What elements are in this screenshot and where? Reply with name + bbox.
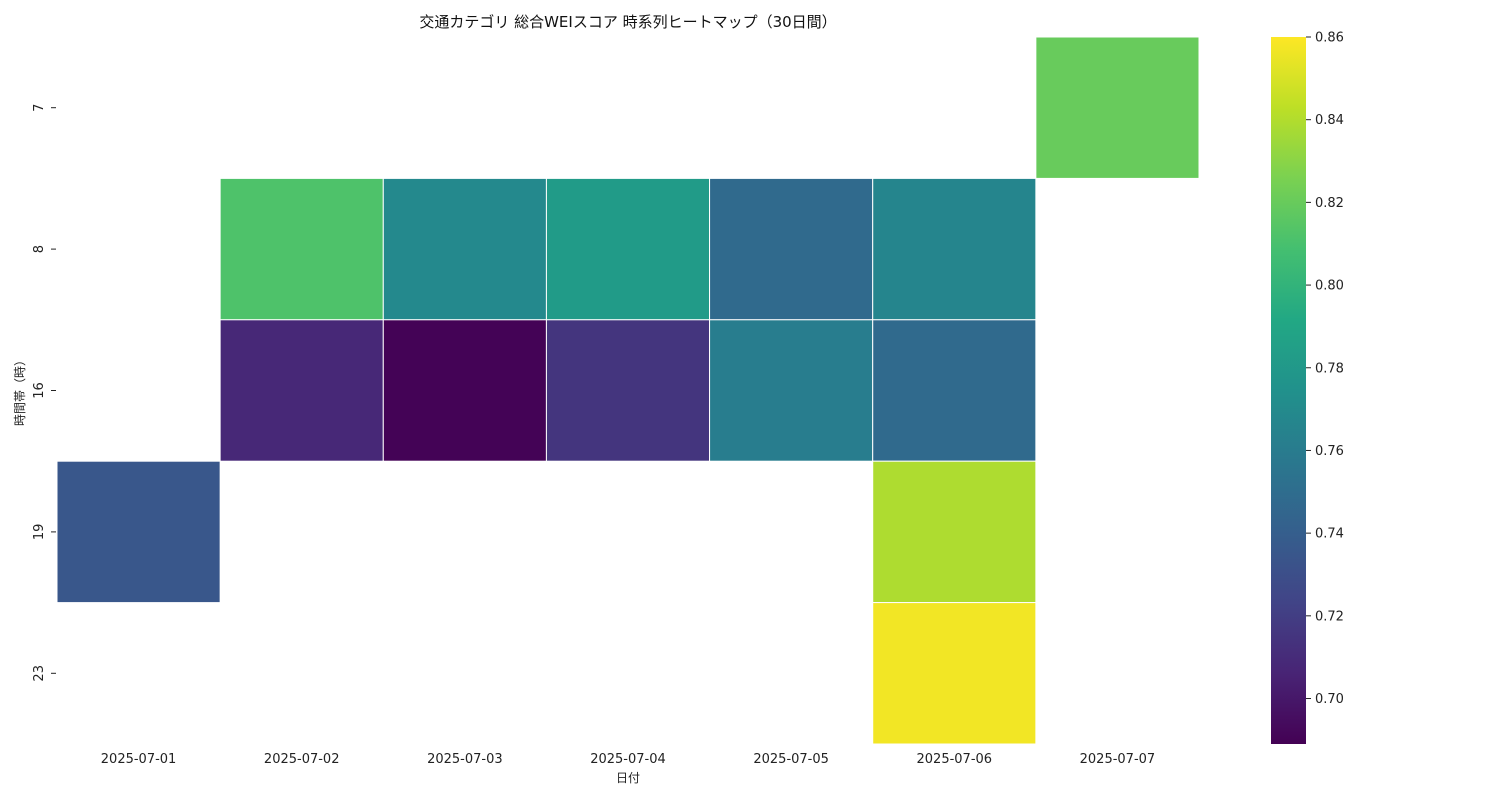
colorbar [1271, 37, 1306, 744]
heatmap-cell-19-2025-07-01 [56, 460, 221, 604]
y-tick-label: 23 [32, 665, 47, 682]
chart-title: 交通カテゴリ 総合WEIスコア 時系列ヒートマップ（30日間） [419, 13, 836, 31]
heatmap-cell-8-2025-07-05 [709, 177, 874, 321]
heatmap-cell-7-2025-07-07 [1035, 36, 1200, 179]
colorbar-tick-label: 0.70 [1315, 692, 1344, 707]
heatmap-cells [56, 36, 1200, 745]
heatmap-cell-8-2025-07-04 [545, 177, 711, 321]
heatmap-cell-19-2025-07-06 [872, 460, 1037, 604]
y-tick-label: 7 [32, 104, 47, 112]
heatmap-cell-16-2025-07-04 [545, 319, 711, 462]
heatmap-cell-8-2025-07-06 [872, 177, 1037, 321]
heatmap-cell-16-2025-07-02 [219, 319, 384, 462]
x-tick-label: 2025-07-04 [590, 752, 666, 767]
x-tick-label: 2025-07-03 [427, 752, 503, 767]
heatmap-cell-16-2025-07-03 [382, 319, 547, 462]
heatmap-cell-8-2025-07-02 [219, 177, 384, 321]
y-tick-label: 19 [32, 524, 47, 541]
heatmap-cell-23-2025-07-06 [872, 602, 1037, 745]
y-axis-ticks: 7 8 16 19 23 [32, 104, 56, 682]
colorbar-tick-label: 0.72 [1315, 609, 1344, 624]
x-tick-label: 2025-07-02 [264, 752, 340, 767]
y-axis-label: 時間帯（時） [13, 354, 27, 426]
heatmap-cell-8-2025-07-03 [382, 177, 547, 321]
colorbar-tick-label: 0.80 [1315, 279, 1344, 294]
colorbar-ticks: 0.70 0.72 0.74 0.76 0.78 0.80 0.82 0.84 0.86 [1306, 31, 1344, 707]
x-tick-label: 2025-07-07 [1080, 752, 1156, 767]
y-tick-label: 8 [32, 245, 47, 253]
x-axis-label: 日付 [616, 771, 640, 785]
colorbar-tick-label: 0.86 [1315, 31, 1344, 46]
colorbar-tick-label: 0.76 [1315, 444, 1344, 459]
colorbar-tick-label: 0.82 [1315, 196, 1344, 211]
x-tick-label: 2025-07-06 [917, 752, 993, 767]
x-tick-label: 2025-07-05 [753, 752, 829, 767]
y-tick-label: 16 [32, 382, 47, 399]
x-tick-label: 2025-07-01 [101, 752, 177, 767]
colorbar-tick-label: 0.74 [1315, 527, 1344, 542]
colorbar-tick-label: 0.78 [1315, 361, 1344, 376]
heatmap-cell-16-2025-07-05 [709, 319, 874, 462]
x-axis-ticks: 2025-07-01 2025-07-02 2025-07-03 2025-07-04… [101, 752, 1155, 767]
colorbar-tick-label: 0.84 [1315, 113, 1344, 128]
heatmap-cell-16-2025-07-06 [872, 319, 1037, 462]
